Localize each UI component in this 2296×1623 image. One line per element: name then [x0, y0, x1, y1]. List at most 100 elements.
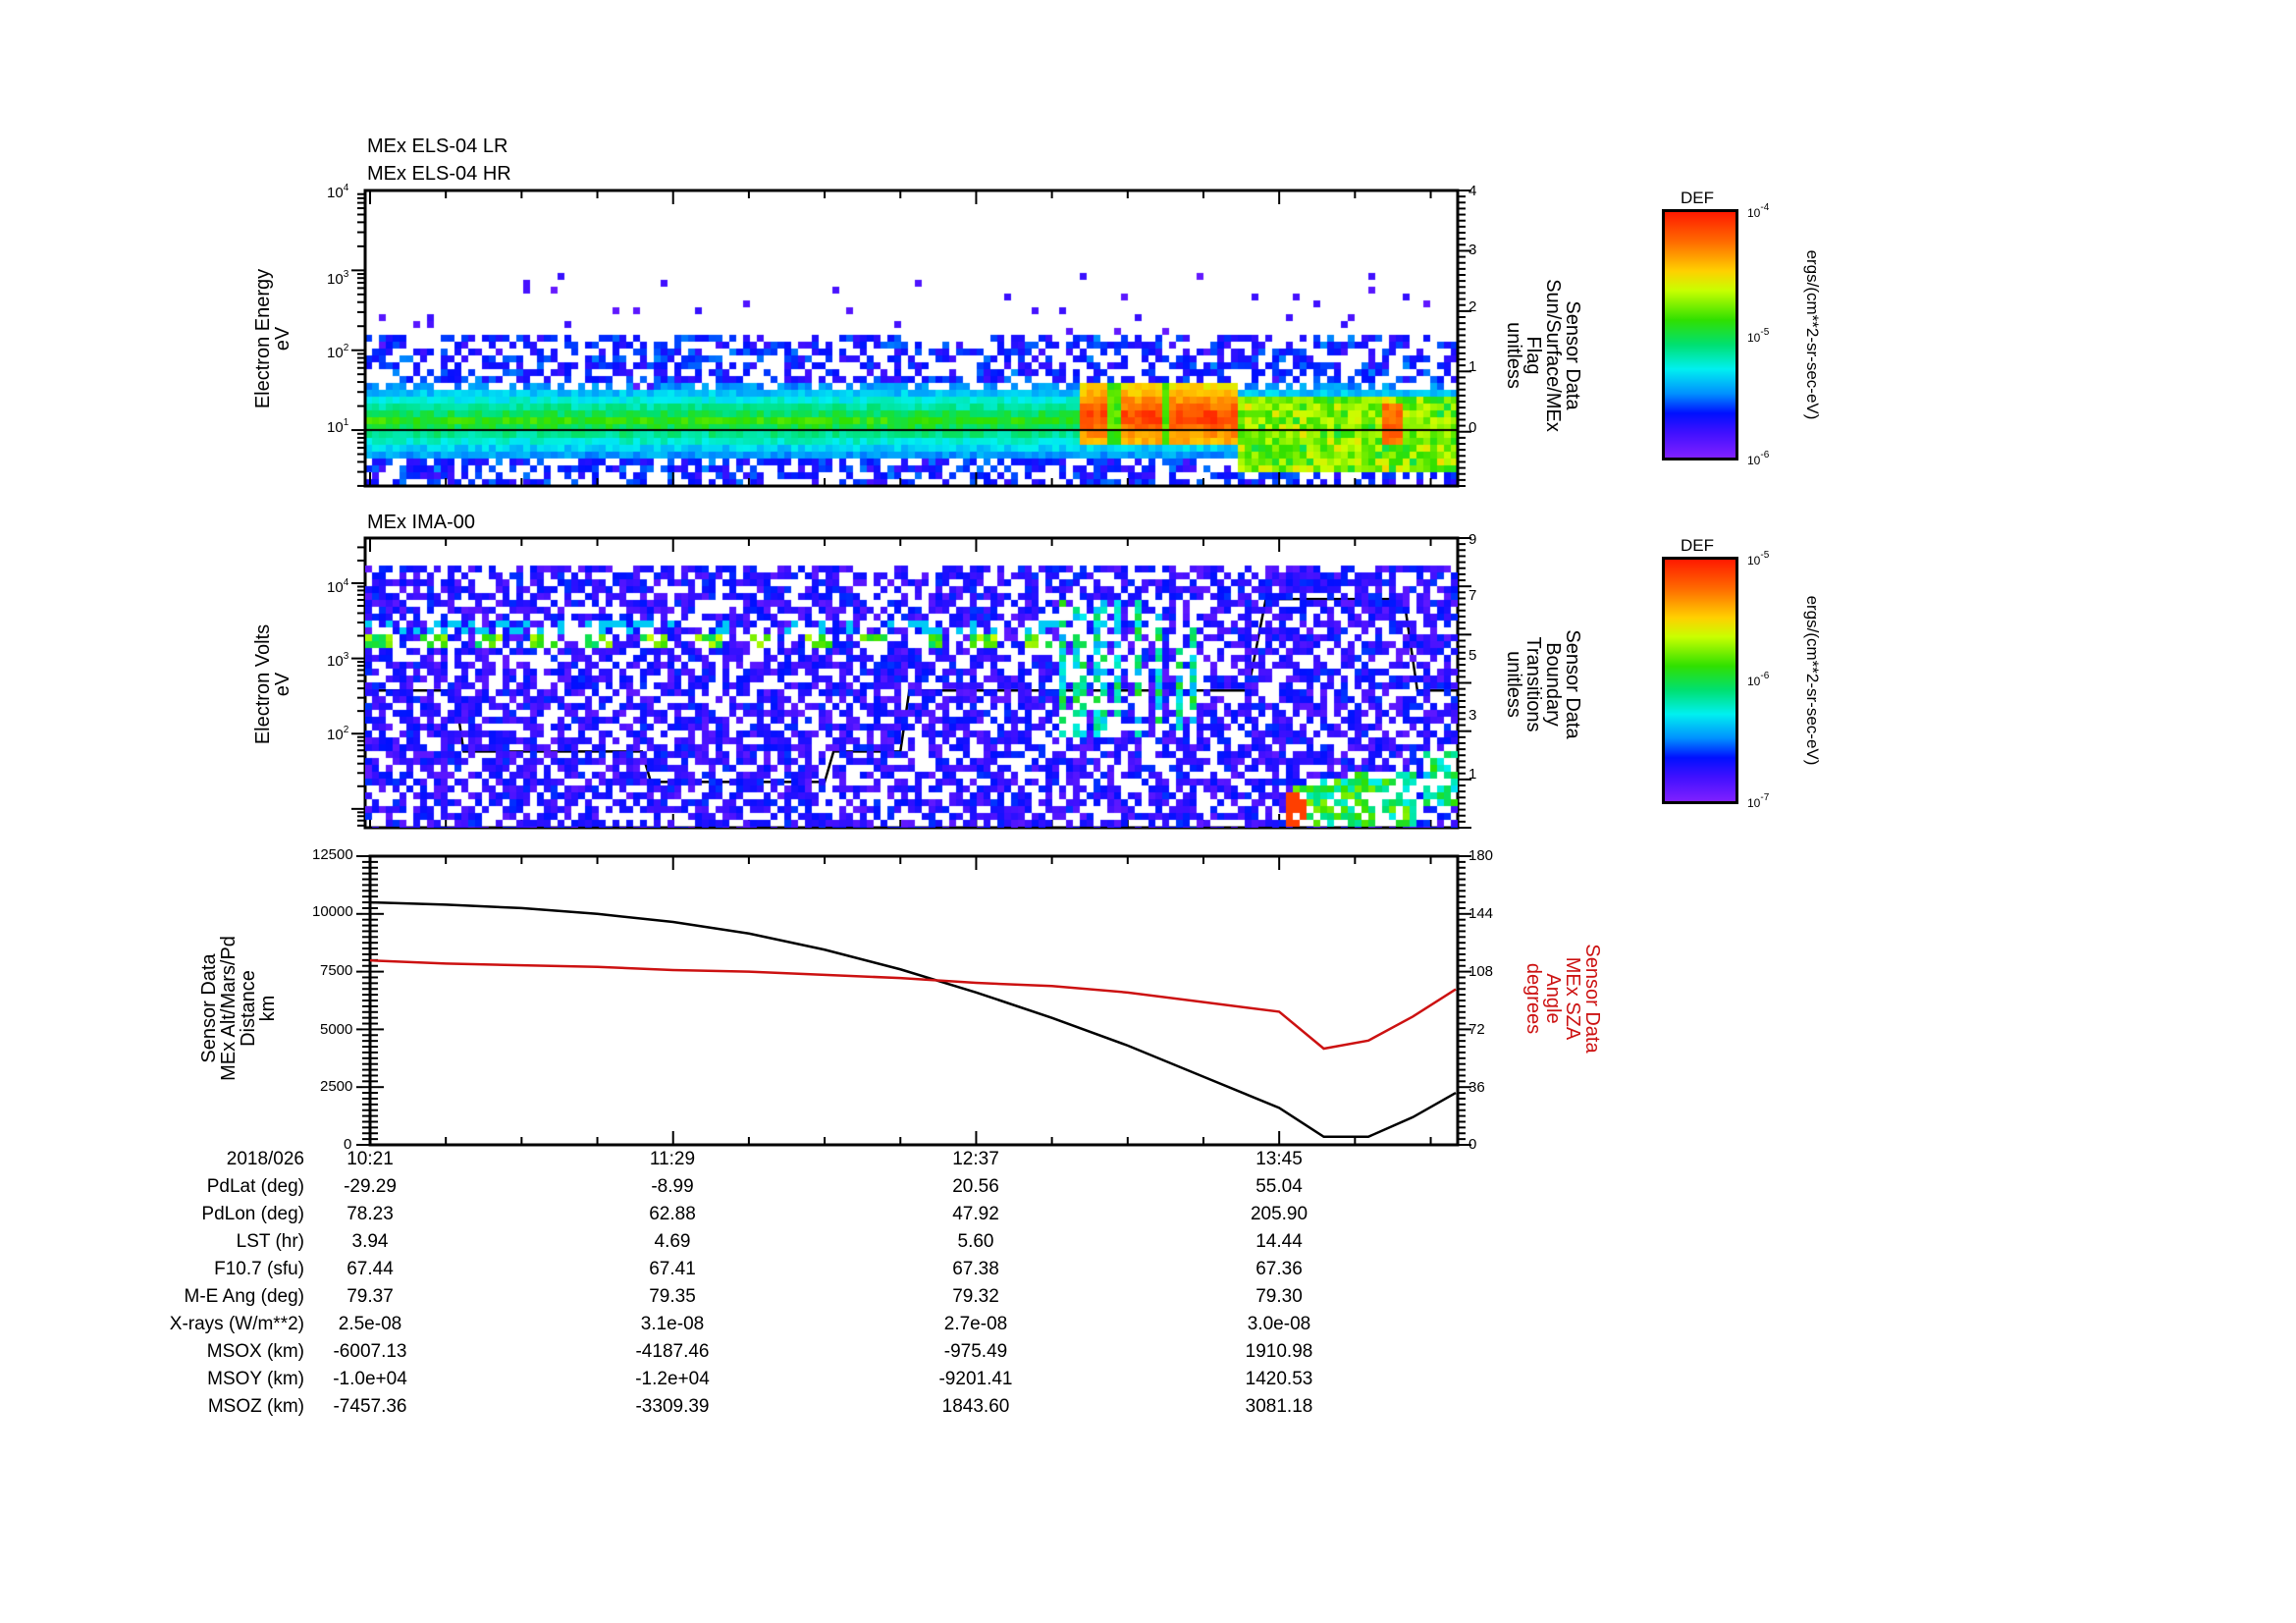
- ima-right-ylabel: Sensor Data Boundary Transitions unitles…: [1500, 586, 1583, 783]
- ephemeris-value: 3081.18: [1245, 1396, 1313, 1417]
- ephemeris-value: 3.0e-08: [1247, 1314, 1311, 1334]
- ephemeris-value: 67.36: [1255, 1259, 1303, 1279]
- orbit-ylabel-line4: km: [257, 995, 279, 1022]
- ephemeris-value: 67.41: [649, 1259, 696, 1279]
- orbit-ytick-7500: 7500: [320, 962, 353, 979]
- els-rtick-2: 2: [1468, 298, 1477, 315]
- ephemeris-value: 79.35: [649, 1286, 696, 1307]
- ima-rtick-9: 9: [1468, 531, 1477, 548]
- els-title-lr: MEx ELS-04 LR: [367, 135, 508, 157]
- ima-colorbar-top: 10-5: [1747, 550, 1770, 568]
- els-ytick-10-3: 103: [327, 269, 349, 288]
- els-rtick-4: 4: [1468, 183, 1477, 199]
- ima-right-ylabel-line4: unitless: [1503, 651, 1524, 718]
- ima-ylabel-line1: Electron Volts: [252, 623, 274, 745]
- ephemeris-value: 47.92: [952, 1204, 999, 1224]
- ephemeris-value: -6007.13: [333, 1341, 407, 1362]
- orbit-rtick-108: 108: [1468, 963, 1494, 980]
- ephemeris-value: 55.04: [1255, 1176, 1303, 1197]
- ephemeris-value: 3.1e-08: [640, 1314, 705, 1334]
- ephemeris-value: -7457.36: [333, 1396, 407, 1417]
- orbit-rtick-0: 0: [1468, 1136, 1477, 1153]
- ephemeris-value: 3.94: [351, 1231, 389, 1252]
- orbit-ylabel-line2: MEx Alt/Mars/Pd: [218, 936, 240, 1081]
- ima-colorbar-units: ergs/(cm**2-sr-sec-eV): [1800, 572, 1822, 788]
- orbit-right-ylabel-line3: Angle: [1542, 973, 1564, 1024]
- ima-right-ylabel-line2: Boundary: [1542, 642, 1564, 727]
- ima-ylabel: Electron Volts eV: [252, 596, 294, 773]
- ephemeris-value: -8.99: [651, 1176, 694, 1197]
- els-ylabel: Electron Energy eV: [252, 250, 294, 427]
- ephemeris-value: 14.44: [1255, 1231, 1303, 1252]
- els-ylabel-line1: Electron Energy: [252, 268, 274, 409]
- ephemeris-value: 1420.53: [1245, 1369, 1313, 1389]
- ephemeris-label: MSOZ (km): [207, 1396, 304, 1417]
- els-colorbar-mid: 10-5: [1747, 327, 1770, 345]
- els-ytick-10-2: 102: [327, 343, 349, 361]
- orbit-ytick-5000: 5000: [320, 1021, 353, 1038]
- ephemeris-label: M-E Ang (deg): [184, 1286, 305, 1307]
- orbit-right-ylabel-line4: degrees: [1522, 962, 1544, 1035]
- ima-ytick-10-2: 102: [327, 725, 349, 743]
- time-tick-3: 13:45: [1255, 1149, 1303, 1169]
- orbit-ytick-0: 0: [344, 1136, 352, 1153]
- time-axis-date: 2018/026: [226, 1149, 304, 1169]
- orbit-ylabel-line3: Distance: [238, 970, 259, 1047]
- ima-ytick-10-3: 103: [327, 651, 349, 670]
- els-rtick-1: 1: [1468, 358, 1477, 375]
- ephemeris-value: 67.38: [952, 1259, 999, 1279]
- ima-rtick-3: 3: [1468, 707, 1477, 724]
- ephemeris-value: -3309.39: [635, 1396, 710, 1417]
- orbit-right-ylabel: Sensor Data MEx SZA Angle degrees: [1520, 900, 1603, 1097]
- ephemeris-value: 2.5e-08: [338, 1314, 402, 1334]
- time-tick-1: 11:29: [649, 1149, 696, 1169]
- ephemeris-value: 62.88: [649, 1204, 696, 1224]
- ephemeris-value: 1843.60: [941, 1396, 1010, 1417]
- ephemeris-value: 20.56: [952, 1176, 999, 1197]
- ephemeris-label: PdLat (deg): [206, 1176, 304, 1197]
- orbit-ylabel: Sensor Data MEx Alt/Mars/Pd Distance km: [198, 910, 282, 1107]
- els-rtick-0: 0: [1468, 419, 1477, 436]
- orbit-ytick-2500: 2500: [320, 1078, 353, 1095]
- ephemeris-label: F10.7 (sfu): [214, 1259, 304, 1279]
- orbit-rtick-180: 180: [1468, 847, 1494, 864]
- ima-right-ylabel-line1: Sensor Data: [1562, 629, 1583, 739]
- ephemeris-value: -29.29: [344, 1176, 397, 1197]
- els-right-ylabel-line1: Sensor Data: [1562, 300, 1583, 410]
- ima-colorbar-units-text: ergs/(cm**2-sr-sec-eV): [1803, 595, 1822, 766]
- time-tick-2: 12:37: [952, 1149, 999, 1169]
- ephemeris-label: LST (hr): [236, 1231, 304, 1252]
- ephemeris-value: 1910.98: [1245, 1341, 1313, 1362]
- orbit-rtick-72: 72: [1468, 1021, 1485, 1038]
- orbit-ytick-12500: 12500: [312, 846, 353, 863]
- ephemeris-value: 205.90: [1250, 1204, 1308, 1224]
- ima-colorbar-title: DEF: [1681, 536, 1714, 555]
- ima-rtick-5: 5: [1468, 647, 1477, 664]
- ephemeris-value: -4187.46: [635, 1341, 710, 1362]
- els-right-ylabel-line3: Flag: [1522, 336, 1544, 375]
- els-colorbar: [1662, 209, 1738, 460]
- ephemeris-value: 78.23: [347, 1204, 394, 1224]
- ephemeris-value: 79.30: [1255, 1286, 1303, 1307]
- els-ytick-10-1: 101: [327, 417, 349, 436]
- orbit-right-ylabel-line1: Sensor Data: [1581, 944, 1603, 1054]
- els-right-ylabel-line4: unitless: [1503, 322, 1524, 389]
- els-rtick-3: 3: [1468, 242, 1477, 258]
- els-ylabel-line2: eV: [272, 326, 294, 352]
- ephemeris-value: -1.2e+04: [635, 1369, 710, 1389]
- els-colorbar-title: DEF: [1681, 189, 1714, 207]
- ima-ytick-10-4: 104: [327, 577, 349, 596]
- time-tick-0: 10:21: [347, 1149, 394, 1169]
- ephemeris-value: 5.60: [957, 1231, 994, 1252]
- els-right-ylabel: Sensor Data Sun/Surface/MEx Flag unitles…: [1500, 257, 1583, 454]
- orbit-right-ylabel-line2: MEx SZA: [1562, 956, 1583, 1041]
- orbit-ylabel-line1: Sensor Data: [198, 953, 220, 1063]
- ima-rtick-1: 1: [1468, 766, 1477, 783]
- ephemeris-value: -1.0e+04: [333, 1369, 407, 1389]
- ephemeris-value: 79.32: [952, 1286, 999, 1307]
- ima-colorbar: [1662, 557, 1738, 804]
- ephemeris-label: MSOX (km): [206, 1341, 304, 1362]
- ephemeris-label: PdLon (deg): [201, 1204, 304, 1224]
- ima-right-ylabel-line3: Transitions: [1522, 636, 1544, 732]
- orbit-ytick-10000: 10000: [312, 903, 353, 920]
